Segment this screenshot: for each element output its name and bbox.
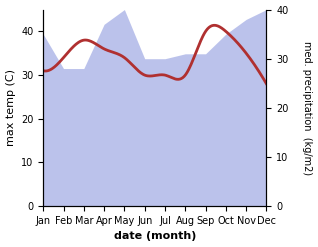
X-axis label: date (month): date (month) — [114, 231, 196, 242]
Y-axis label: med. precipitation  (kg/m2): med. precipitation (kg/m2) — [302, 41, 313, 175]
Y-axis label: max temp (C): max temp (C) — [5, 69, 16, 146]
